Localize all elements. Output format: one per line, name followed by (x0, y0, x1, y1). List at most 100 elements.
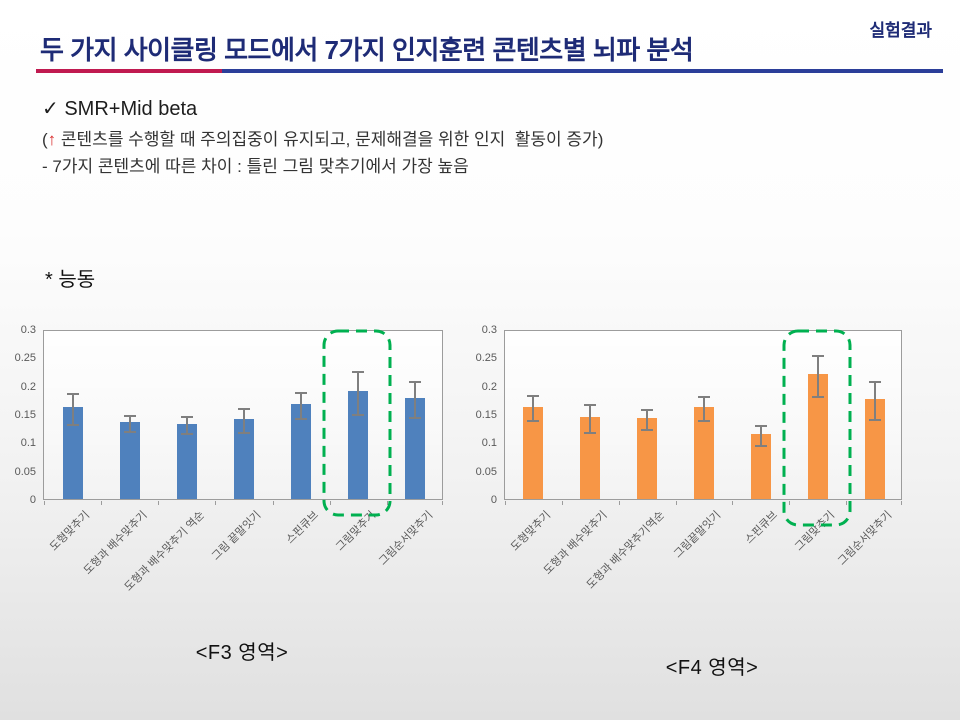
error-bar (71, 392, 74, 426)
error-bar-cap (527, 395, 540, 397)
x-axis-label: 스핀큐브 (283, 509, 321, 547)
axis-tick (442, 501, 443, 505)
x-axis-label: 그림 끝말잇기 (210, 509, 264, 563)
underline-red-segment (36, 69, 222, 73)
axis-tick (561, 501, 563, 505)
y-axis-label: 0.15 (14, 409, 36, 421)
findings-heading: ✓ SMR+Mid beta (42, 96, 603, 121)
up-arrow-icon: ↑ (47, 130, 57, 149)
bar (580, 416, 601, 499)
axis-tick (846, 501, 848, 505)
error-bar-cap (811, 354, 824, 357)
y-axis-label: 0.3 (20, 324, 36, 336)
page-title: 두 가지 사이클링 모드에서 7가지 인지훈련 콘텐츠별 뇌파 분석 (40, 35, 694, 65)
x-axis-label: 스핀큐브 (743, 509, 781, 547)
error-bar (703, 395, 705, 422)
error-bar-cap (180, 433, 193, 436)
y-axis-label: 0 (490, 494, 497, 506)
underline-blue-segment (222, 69, 943, 73)
error-bar (357, 370, 360, 416)
chart-f3: 0 0.05 0.1 0.15 0.2 0.25 0.3 도형맞추기 도형과 배수맞추기 도형과 … (8, 322, 453, 627)
y-axis-label: 0.05 (475, 465, 497, 478)
plot-area (43, 330, 443, 505)
axis-tick (158, 501, 160, 505)
axis-tick (386, 501, 388, 505)
x-axis-label: 그림순서맞추기 (835, 509, 895, 568)
x-axis-label: 그림맞추기 (333, 509, 378, 554)
findings-block: ✓ SMR+Mid beta (↑ 콘텐츠를 수행할 때 주의집중이 유지되고,… (42, 96, 603, 180)
findings-heading-label: SMR+Mid beta (64, 98, 198, 120)
error-bar-cap (123, 414, 136, 417)
y-axis-label: 0.15 (475, 409, 497, 421)
bar (405, 398, 426, 499)
axis-tick (789, 501, 791, 505)
error-bar (532, 395, 535, 423)
finding-line-1: (↑ 콘텐츠를 수행할 때 주의집중이 유지되고, 문제해결을 위한 인지 활동… (42, 126, 603, 153)
error-bar-cap (584, 432, 597, 435)
x-axis-label: 그림순서맞추기 (376, 509, 436, 568)
error-bar-cap (641, 429, 654, 432)
error-bar-cap (66, 423, 79, 426)
error-bar-cap (238, 431, 250, 434)
error-bar-cap (180, 416, 193, 418)
x-axis-label: 그림끝말잇기 (672, 509, 724, 561)
error-bar-cap (295, 391, 308, 394)
axis-tick (44, 501, 45, 505)
y-axis-label: 0.25 (475, 352, 497, 365)
error-bar-cap (698, 419, 710, 422)
axis-tick (215, 501, 217, 505)
y-axis-label: 0.25 (14, 352, 36, 365)
error-bar-cap (868, 419, 881, 422)
y-axis-label: 0.05 (14, 465, 36, 478)
error-bar-cap (868, 381, 881, 384)
page-corner-tag: 실험결과 (869, 21, 932, 40)
error-bar-cap (754, 445, 767, 448)
axis-tick (732, 501, 734, 505)
bar (523, 406, 544, 499)
bar (694, 406, 714, 499)
axis-tick (618, 501, 620, 505)
error-bar (816, 354, 819, 398)
axis-tick (505, 501, 506, 505)
error-bar-cap (66, 392, 79, 395)
axis-tick (901, 501, 902, 505)
bar (291, 403, 312, 499)
f3-region-caption: <F3 영역> (195, 642, 289, 664)
error-bar-cap (811, 395, 824, 398)
error-bar-cap (641, 408, 654, 411)
bar (62, 407, 83, 499)
error-bar (414, 380, 417, 420)
bar (750, 433, 771, 499)
axis-tick (329, 501, 331, 505)
y-axis-label: 0 (29, 494, 36, 506)
error-bar (128, 414, 131, 433)
y-axis-label: 0.1 (481, 437, 497, 450)
chart-f4: 0 0.05 0.1 0.15 0.2 0.25 0.3 도형맞추기 도형과 배수맞추기 도형과 … (469, 322, 914, 627)
bar (119, 421, 140, 499)
y-axis-label: 0.2 (481, 380, 497, 393)
bar (637, 418, 658, 499)
error-bar (589, 403, 592, 435)
x-axis-label: 도형맞추기 (47, 509, 93, 554)
error-bar (646, 408, 649, 432)
plot-area (504, 330, 902, 505)
mode-note: * 능동 (45, 269, 96, 291)
error-bar (243, 407, 245, 434)
axis-tick (675, 501, 677, 505)
error-bar-cap (352, 414, 365, 416)
y-axis-label: 0.3 (481, 324, 497, 336)
paren-open: ( (42, 130, 48, 149)
error-bar (873, 381, 876, 422)
finding-line-1-text: 콘텐츠를 수행할 때 주의집중이 유지되고, 문제해결을 위한 인지 활동이 증… (56, 130, 604, 149)
error-bar-cap (698, 395, 710, 398)
error-bar (300, 391, 303, 420)
y-axis-label: 0.1 (20, 437, 36, 450)
finding-line-2: - 7가지 콘텐츠에 따른 차이 : 틀린 그림 맞추기에서 가장 높음 (42, 157, 469, 176)
x-axis-label: 도형맞추기 (508, 509, 554, 554)
error-bar-cap (238, 407, 250, 410)
error-bar-cap (584, 403, 597, 406)
error-bar (759, 424, 762, 448)
title-underline (36, 69, 943, 73)
bar (176, 423, 197, 499)
